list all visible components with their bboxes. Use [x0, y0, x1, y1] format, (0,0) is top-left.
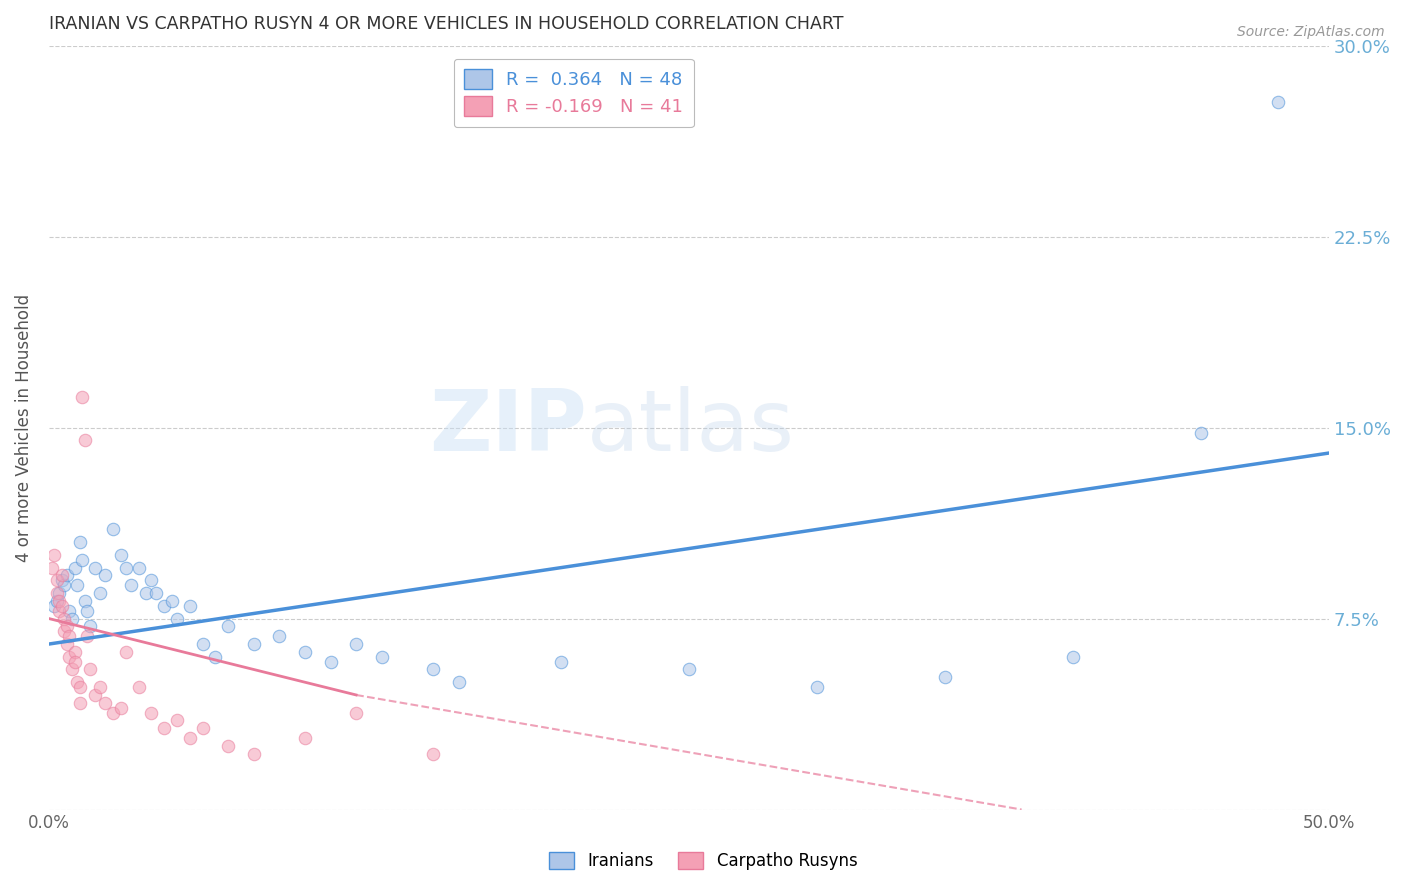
- Point: [934, 670, 956, 684]
- Point: [70, 553, 93, 567]
- Point: [422, 747, 444, 761]
- Point: [66, 675, 89, 690]
- Point: [76, 604, 98, 618]
- Point: [191, 721, 214, 735]
- Point: [56, 619, 79, 633]
- Point: [114, 645, 136, 659]
- Point: [84, 560, 107, 574]
- Point: [128, 681, 150, 695]
- Point: [422, 663, 444, 677]
- Point: [145, 586, 167, 600]
- Point: [101, 706, 124, 720]
- Point: [217, 619, 239, 633]
- Point: [69, 696, 91, 710]
- Point: [319, 655, 342, 669]
- Point: [48, 604, 70, 618]
- Point: [678, 663, 700, 677]
- Point: [217, 739, 239, 753]
- Point: [242, 637, 264, 651]
- Point: [45, 574, 67, 588]
- Point: [70, 390, 93, 404]
- Point: [51, 574, 73, 588]
- Point: [51, 568, 73, 582]
- Legend: R =  0.364   N = 48, R = -0.169   N = 41: R = 0.364 N = 48, R = -0.169 N = 41: [454, 59, 693, 128]
- Point: [69, 681, 91, 695]
- Point: [73, 434, 96, 448]
- Point: [294, 645, 316, 659]
- Point: [160, 593, 183, 607]
- Point: [58, 629, 80, 643]
- Point: [66, 578, 89, 592]
- Point: [45, 586, 67, 600]
- Point: [135, 586, 157, 600]
- Point: [166, 714, 188, 728]
- Point: [191, 637, 214, 651]
- Point: [53, 611, 76, 625]
- Point: [110, 700, 132, 714]
- Point: [58, 604, 80, 618]
- Point: [94, 696, 117, 710]
- Point: [141, 574, 163, 588]
- Point: [42, 548, 65, 562]
- Point: [370, 649, 392, 664]
- Point: [179, 599, 201, 613]
- Point: [51, 599, 73, 613]
- Point: [79, 663, 101, 677]
- Point: [53, 578, 76, 592]
- Point: [60, 663, 83, 677]
- Point: [1189, 425, 1212, 440]
- Point: [79, 619, 101, 633]
- Point: [53, 624, 76, 639]
- Point: [344, 706, 367, 720]
- Point: [128, 560, 150, 574]
- Point: [204, 649, 226, 664]
- Point: [242, 747, 264, 761]
- Text: IRANIAN VS CARPATHO RUSYN 4 OR MORE VEHICLES IN HOUSEHOLD CORRELATION CHART: IRANIAN VS CARPATHO RUSYN 4 OR MORE VEHI…: [49, 15, 844, 33]
- Point: [58, 649, 80, 664]
- Point: [344, 637, 367, 651]
- Point: [89, 586, 111, 600]
- Point: [41, 560, 63, 574]
- Point: [294, 731, 316, 746]
- Point: [56, 568, 79, 582]
- Point: [110, 548, 132, 562]
- Point: [63, 645, 86, 659]
- Point: [89, 681, 111, 695]
- Point: [114, 560, 136, 574]
- Point: [101, 523, 124, 537]
- Point: [550, 655, 572, 669]
- Point: [84, 688, 107, 702]
- Point: [73, 593, 96, 607]
- Point: [269, 629, 291, 643]
- Y-axis label: 4 or more Vehicles in Household: 4 or more Vehicles in Household: [15, 293, 32, 562]
- Point: [45, 593, 67, 607]
- Point: [42, 599, 65, 613]
- Point: [179, 731, 201, 746]
- Text: Source: ZipAtlas.com: Source: ZipAtlas.com: [1237, 25, 1385, 39]
- Legend: Iranians, Carpatho Rusyns: Iranians, Carpatho Rusyns: [541, 845, 865, 877]
- Point: [48, 593, 70, 607]
- Point: [447, 675, 470, 690]
- Point: [48, 586, 70, 600]
- Point: [166, 611, 188, 625]
- Point: [94, 568, 117, 582]
- Text: atlas: atlas: [586, 386, 794, 469]
- Point: [63, 560, 86, 574]
- Point: [60, 611, 83, 625]
- Point: [69, 535, 91, 549]
- Point: [56, 637, 79, 651]
- Point: [76, 629, 98, 643]
- Point: [1062, 649, 1084, 664]
- Point: [806, 681, 828, 695]
- Point: [1267, 95, 1289, 109]
- Text: ZIP: ZIP: [429, 386, 586, 469]
- Point: [153, 721, 176, 735]
- Point: [141, 706, 163, 720]
- Point: [63, 655, 86, 669]
- Point: [153, 599, 176, 613]
- Point: [120, 578, 142, 592]
